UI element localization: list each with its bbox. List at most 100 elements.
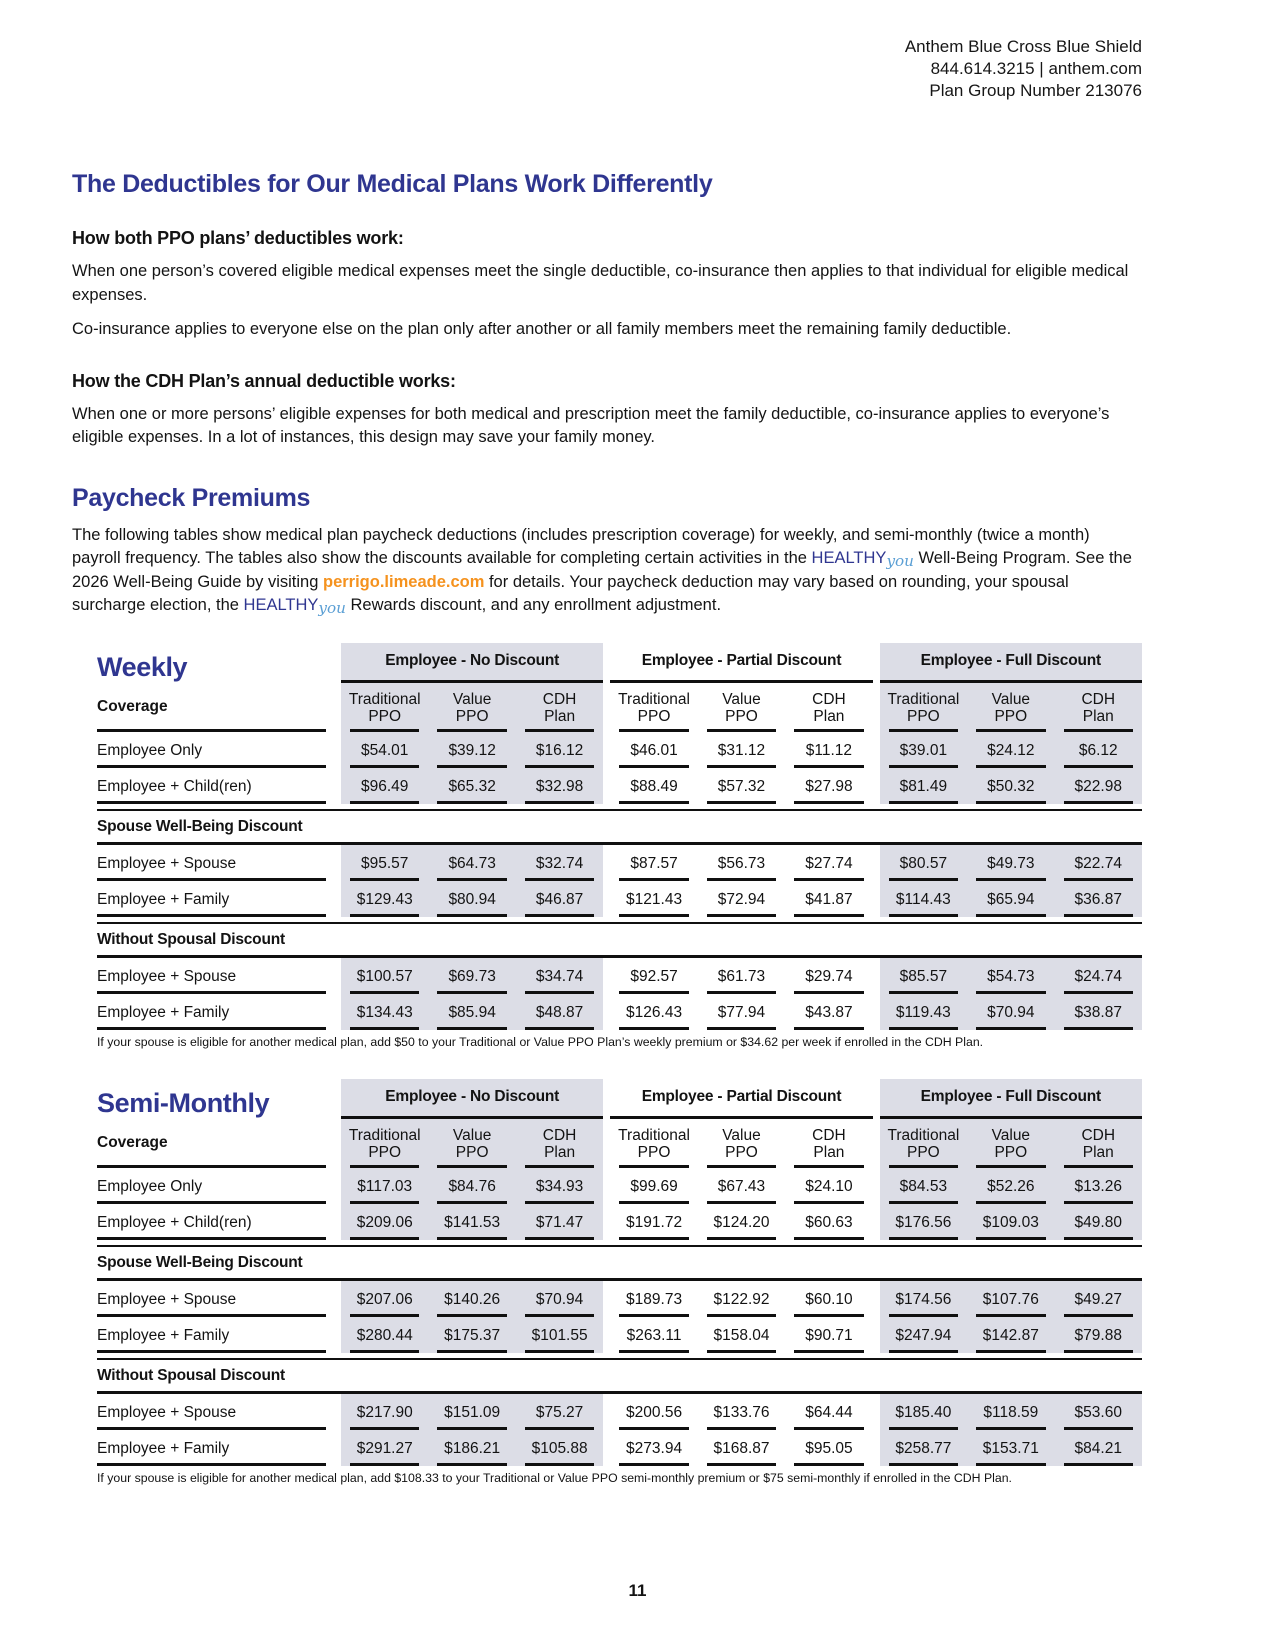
- table-header-row: Weekly Employee - No Discount Employee - P…: [97, 642, 1142, 683]
- section-row: Without Spousal Discount: [97, 921, 1142, 958]
- plan-header: Value PPO: [698, 683, 785, 732]
- premium-value: $124.20: [698, 1204, 785, 1240]
- value-group: $100.57 $69.73 $34.74: [341, 957, 604, 994]
- premium-value: $24.74: [1055, 958, 1142, 994]
- value-group: $95.57 $64.73 $32.74: [341, 844, 604, 881]
- coverage-cell: Employee + Spouse: [97, 958, 334, 994]
- premium-value: $141.53: [428, 1204, 515, 1240]
- plan-header: Value PPO: [967, 683, 1054, 732]
- value-group: $126.43 $77.94 $43.87: [610, 994, 872, 1030]
- table-title-cell: Weekly: [97, 643, 334, 683]
- content-column: The Deductibles for Our Medical Plans Wo…: [0, 170, 1275, 1485]
- plan-header-group: Traditional PPO Value PPO CDH Plan: [610, 683, 872, 732]
- premium-value: $29.74: [785, 958, 872, 994]
- premium-value: $64.44: [785, 1394, 872, 1430]
- value-group: $129.43 $80.94 $46.87: [341, 880, 604, 917]
- group-header: Employee - No Discount: [341, 642, 604, 683]
- premium-value: $52.26: [967, 1168, 1054, 1204]
- section-row: Without Spousal Discount: [97, 1357, 1142, 1394]
- coverage-cell: Employee + Spouse: [97, 1394, 334, 1430]
- premium-value: $133.76: [698, 1394, 785, 1430]
- table-row: Employee Only $117.03 $84.76 $34.93 $99.69 $6…: [97, 1167, 1142, 1204]
- plan-header: Value PPO: [967, 1119, 1054, 1168]
- premium-value: $46.87: [516, 881, 603, 917]
- header-plan-group: Plan Group Number 213076: [929, 81, 1142, 100]
- healthyou-brand-1: HEALTHY: [811, 549, 887, 567]
- table-row: Employee + Child(ren) $96.49 $65.32 $32.98 $…: [97, 767, 1142, 804]
- weekly-title: Weekly: [97, 651, 188, 682]
- coverage-cell: Employee + Family: [97, 1317, 334, 1353]
- premium-value: $65.32: [428, 768, 515, 804]
- value-group: $54.01 $39.12 $16.12: [341, 731, 604, 768]
- plan-header: Traditional PPO: [880, 1119, 967, 1168]
- plan-header: Traditional PPO: [610, 683, 697, 732]
- premium-value: $185.40: [880, 1394, 967, 1430]
- premium-value: $158.04: [698, 1317, 785, 1353]
- premium-value: $46.01: [610, 732, 697, 768]
- value-group: $189.73 $122.92 $60.10: [610, 1281, 872, 1317]
- semi_monthly-title: Semi-Monthly: [97, 1087, 270, 1118]
- value-group: $46.01 $31.12 $11.12: [610, 732, 872, 768]
- premium-value: $22.74: [1055, 845, 1142, 881]
- value-group: $207.06 $140.26 $70.94: [341, 1280, 604, 1317]
- value-group: $84.53 $52.26 $13.26: [879, 1167, 1142, 1204]
- value-group: $114.43 $65.94 $36.87: [879, 880, 1142, 917]
- premium-value: $109.03: [967, 1204, 1054, 1240]
- premium-value: $96.49: [341, 768, 428, 804]
- premium-value: $186.21: [428, 1430, 515, 1466]
- premium-value: $118.59: [967, 1394, 1054, 1430]
- premium-value: $117.03: [341, 1168, 428, 1204]
- weekly-premiums-table: Weekly Employee - No Discount Employee - P…: [97, 642, 1142, 1049]
- premium-value: $54.01: [341, 732, 428, 768]
- column-header-row: Coverage Traditional PPO Value PPO CDH Plan…: [97, 1118, 1142, 1168]
- coverage-cell: Employee + Spouse: [97, 1281, 334, 1317]
- value-group: $81.49 $50.32 $22.98: [879, 767, 1142, 804]
- premium-value: $168.87: [698, 1430, 785, 1466]
- value-group: $191.72 $124.20 $60.63: [610, 1204, 872, 1240]
- coverage-cell: Employee + Family: [97, 1430, 334, 1466]
- premium-value: $49.80: [1055, 1204, 1142, 1240]
- plan-header: CDH Plan: [516, 1119, 603, 1168]
- premium-value: $61.73: [698, 958, 785, 994]
- value-group: $121.43 $72.94 $41.87: [610, 881, 872, 917]
- cdh-deductible-heading: How the CDH Plan’s annual deductible wor…: [72, 370, 456, 391]
- premium-value: $291.27: [341, 1430, 428, 1466]
- section-label: Without Spousal Discount: [97, 930, 285, 948]
- premium-value: $100.57: [341, 958, 428, 994]
- coverage-header: Coverage: [97, 683, 334, 732]
- premium-value: $191.72: [610, 1204, 697, 1240]
- value-group: $119.43 $70.94 $38.87: [879, 993, 1142, 1030]
- limeade-link[interactable]: perrigo.limeade.com: [323, 572, 485, 591]
- premium-value: $95.57: [341, 845, 428, 881]
- premium-value: $92.57: [610, 958, 697, 994]
- premium-value: $114.43: [880, 881, 967, 917]
- plan-header: CDH Plan: [785, 1119, 872, 1168]
- premium-value: $71.47: [516, 1204, 603, 1240]
- premium-value: $280.44: [341, 1317, 428, 1353]
- group-header: Employee - Full Discount: [879, 1078, 1142, 1119]
- value-group: $96.49 $65.32 $32.98: [341, 767, 604, 804]
- table-row: Employee + Spouse $95.57 $64.73 $32.74 $87.5…: [97, 844, 1142, 881]
- header-company: Anthem Blue Cross Blue Shield: [904, 37, 1142, 56]
- premium-value: $95.05: [785, 1430, 872, 1466]
- premium-value: $90.71: [785, 1317, 872, 1353]
- premium-value: $105.88: [516, 1430, 603, 1466]
- premium-value: $217.90: [341, 1394, 428, 1430]
- value-group: $85.57 $54.73 $24.74: [879, 957, 1142, 994]
- semi-monthly-premiums-table: Semi-Monthly Employee - No Discount Employ…: [97, 1078, 1142, 1485]
- premium-value: $142.87: [967, 1317, 1054, 1353]
- value-group: $247.94 $142.87 $79.88: [879, 1316, 1142, 1353]
- table-row: Employee + Family $280.44 $175.37 $101.55 $2…: [97, 1316, 1142, 1353]
- premium-value: $153.71: [967, 1430, 1054, 1466]
- value-group: $217.90 $151.09 $75.27: [341, 1393, 604, 1430]
- page-number: 11: [628, 1581, 647, 1600]
- header-contact: 844.614.3215 | anthem.com: [930, 59, 1142, 78]
- premium-value: $48.87: [516, 994, 603, 1030]
- premium-value: $75.27: [516, 1394, 603, 1430]
- premium-value: $39.12: [428, 732, 515, 768]
- premium-value: $77.94: [698, 994, 785, 1030]
- premium-value: $6.12: [1055, 732, 1142, 768]
- ppo-paragraph-1: When one person’s covered eligible medic…: [72, 262, 1129, 304]
- coverage-cell: Employee + Spouse: [97, 845, 334, 881]
- intro-text-3: for details. Your paycheck deduction may…: [72, 572, 1069, 615]
